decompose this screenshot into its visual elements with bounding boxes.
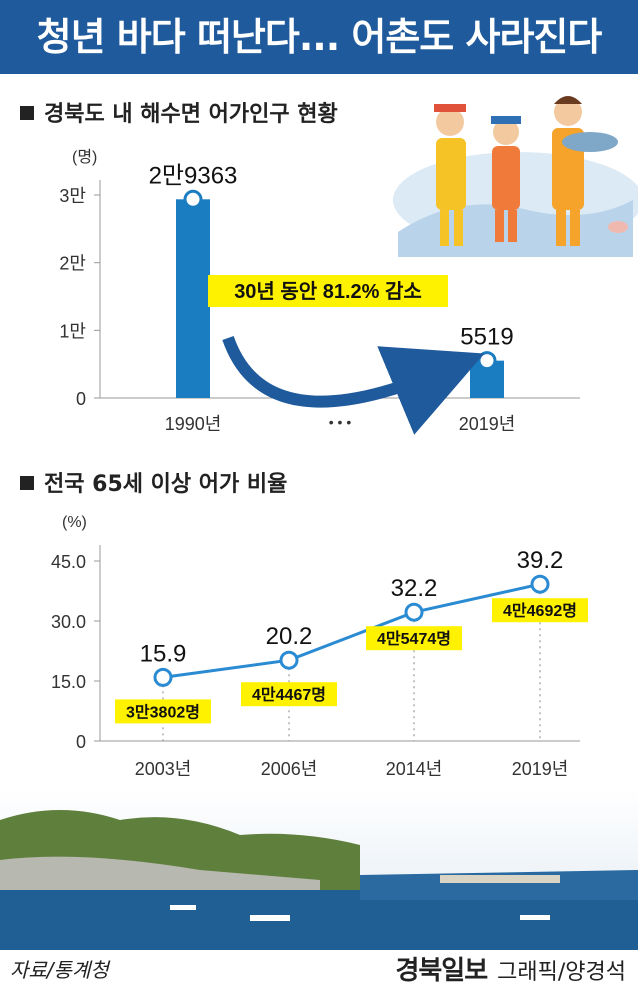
bar-top-marker: [183, 189, 203, 209]
fishermen-illustration: [393, 96, 638, 257]
household-label: 4만5474명: [377, 630, 451, 648]
footer-brand: 경북일보 그래픽/양경석: [395, 950, 626, 987]
line-value-label: 20.2: [266, 623, 313, 650]
credit-label: 그래픽/양경석: [497, 960, 626, 985]
section2-title-text: 전국 65세 이상 어가 비율: [44, 472, 288, 497]
household-label-bg: [115, 699, 211, 724]
line-value-label: 32.2: [391, 575, 438, 602]
population-bar-chart: (명) 0 1만 2만 3만 2만9363 1990년 5519 2019년 30년 동안 …: [59, 148, 580, 435]
line-y-tick-label: 30.0: [51, 612, 86, 632]
line-unit-label: (%): [62, 514, 87, 531]
decrease-annotation: 30년 동안 81.2% 감소: [208, 275, 448, 307]
bar-unit-label: (명): [72, 148, 97, 166]
bar-value-label: 5519: [460, 324, 513, 351]
line-value-label: 15.9: [140, 640, 187, 667]
bullet-square-icon: [20, 476, 34, 490]
line-series: [162, 582, 541, 679]
bar-separator: • • •: [329, 414, 352, 430]
fisherman-right: [552, 96, 618, 246]
section2-title: 전국 65세 이상 어가 비율: [20, 466, 287, 498]
line-category-label: 2019년: [512, 759, 569, 779]
household-label: 4만4692명: [503, 602, 577, 620]
source-label: 자료/통계청: [10, 958, 109, 982]
line-point: [404, 602, 424, 622]
bar-y-tick-label: 1만: [59, 321, 86, 341]
bar-category-label: 2019년: [459, 414, 516, 434]
line-point: [530, 574, 550, 594]
bar-category-label: 1990년: [165, 414, 222, 434]
line-y-tick-label: 45.0: [51, 552, 86, 572]
bar: [176, 199, 210, 398]
bar-value-label: 2만9363: [149, 162, 238, 189]
section1-title: 경북도 내 해수면 어가인구 현황: [20, 96, 338, 128]
line-category-label: 2014년: [386, 759, 443, 779]
harbor-photo: [0, 790, 638, 950]
line-value-label: 39.2: [517, 547, 564, 574]
banner-title: 청년 바다 떠난다... 어촌도 사라진다: [0, 0, 638, 74]
line-y-tick-label: 15.0: [51, 672, 86, 692]
line-category-label: 2006년: [261, 759, 318, 779]
household-label-bg: [492, 598, 588, 623]
decrease-annotation-text: 30년 동안 81.2% 감소: [234, 280, 422, 303]
elderly-ratio-line-chart: (%) 0 15.0 30.0 45.0 15.9 3만3802명 2003년 20.2 4만…: [51, 514, 588, 779]
household-label: 4만4467명: [252, 686, 326, 704]
bar-y-tick-label: 2만: [59, 254, 86, 274]
bar-y-tick-label: 0: [76, 389, 86, 409]
publisher-name: 경북일보: [395, 956, 488, 986]
household-label-bg: [241, 682, 337, 707]
household-label: 3만3802명: [126, 703, 200, 721]
line-category-label: 2003년: [135, 759, 192, 779]
household-label-bg: [366, 626, 462, 651]
fisherman-left: [434, 104, 466, 246]
line-y-tick-label: 0: [76, 732, 86, 752]
bar-y-tick-label: 3만: [59, 186, 86, 206]
decrease-arrow: [222, 335, 485, 435]
line-point: [153, 667, 173, 687]
bar-top-marker: [477, 351, 497, 371]
section1-title-text: 경북도 내 해수면 어가인구 현황: [44, 102, 338, 127]
bullet-square-icon: [20, 106, 34, 120]
line-point: [279, 650, 299, 670]
fisherman-middle: [491, 116, 521, 242]
